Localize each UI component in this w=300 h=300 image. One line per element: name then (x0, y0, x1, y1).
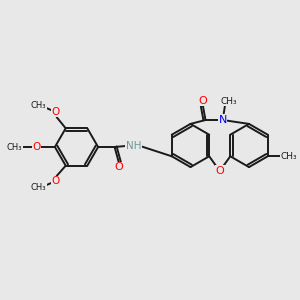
Text: O: O (198, 95, 207, 106)
Text: CH₃: CH₃ (220, 97, 237, 106)
Text: N: N (219, 115, 227, 125)
Text: NH: NH (126, 140, 141, 151)
Text: O: O (215, 166, 224, 176)
Text: O: O (32, 142, 41, 152)
Text: O: O (115, 162, 124, 172)
Text: CH₃: CH₃ (7, 142, 22, 152)
Text: O: O (51, 107, 59, 117)
Text: CH₃: CH₃ (31, 101, 46, 110)
Text: O: O (51, 176, 59, 186)
Text: CH₃: CH₃ (280, 152, 297, 161)
Text: CH₃: CH₃ (31, 183, 46, 192)
